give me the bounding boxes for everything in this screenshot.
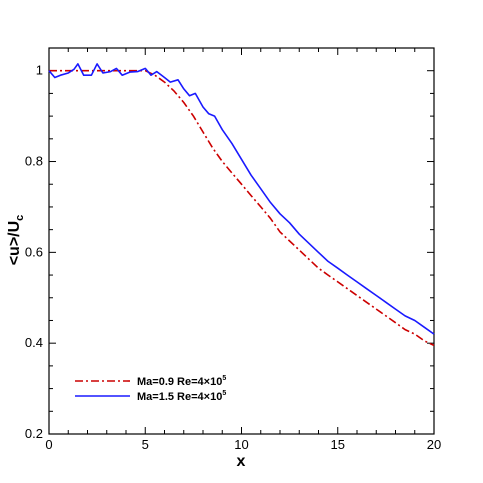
y-tick-label: 0.4 <box>25 335 43 350</box>
y-axis-title-subscript: c <box>14 215 26 221</box>
y-tick-label: 0.2 <box>25 426 43 441</box>
series-line-1 <box>49 69 435 347</box>
legend-label-superscript: 5 <box>222 375 226 382</box>
series-lines <box>48 63 435 347</box>
x-tick-label: 0 <box>45 437 52 452</box>
legend-label-text: Ma=1.5 Re=4×10 <box>137 391 222 403</box>
y-axis-title: <u>/Uc <box>6 215 26 266</box>
y-axis-title-main: <u>/U <box>6 221 23 265</box>
legend-label-superscript: 5 <box>222 390 226 397</box>
plot-frame <box>48 47 435 435</box>
legend-label-text: Ma=0.9 Re=4×10 <box>137 376 222 388</box>
x-axis-title: x <box>237 453 246 470</box>
axis-ticks: 0 5 10 15 20 0.2 0.4 0.6 0.8 1 <box>25 47 441 452</box>
x-tick-label: 15 <box>331 437 345 452</box>
legend-label-2: Ma=1.5 Re=4×105 <box>137 390 226 403</box>
y-tick-label: 1 <box>36 63 43 78</box>
x-tick-label: 20 <box>427 437 441 452</box>
y-tick-label: 0.6 <box>25 244 43 259</box>
y-tick-label: 0.8 <box>25 154 43 169</box>
series-line-2 <box>48 63 435 335</box>
legend-label-1: Ma=0.9 Re=4×105 <box>137 375 226 388</box>
axes-frame <box>48 47 435 435</box>
x-tick-label: 10 <box>234 437 248 452</box>
x-tick-label: 5 <box>142 437 149 452</box>
